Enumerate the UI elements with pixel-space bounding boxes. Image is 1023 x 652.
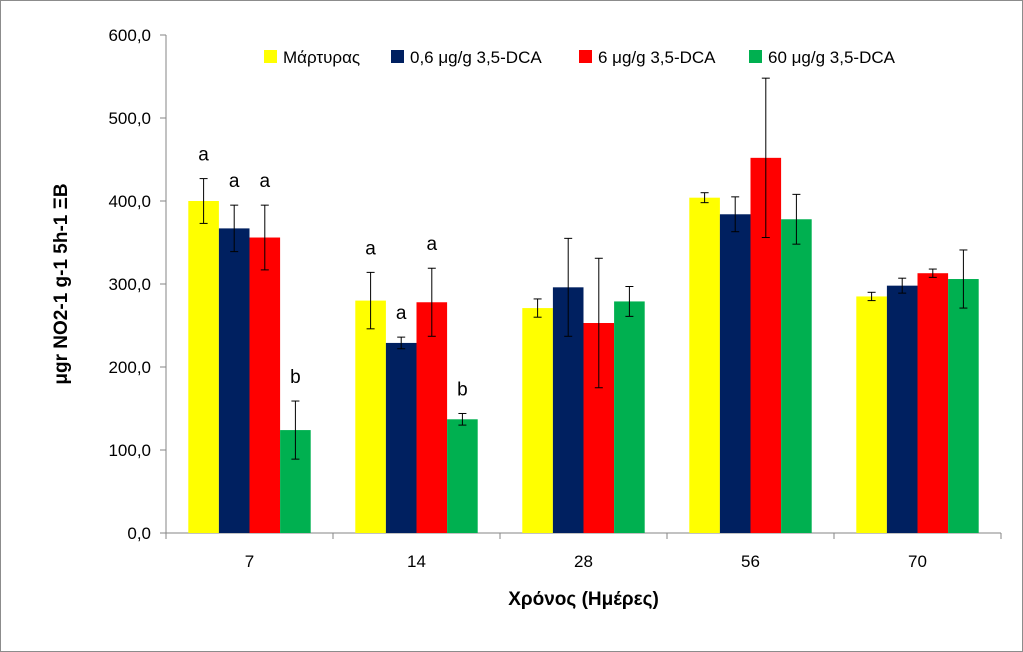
bar [447,419,478,533]
legend-label: 6 μg/g 3,5-DCA [598,48,716,67]
bar [614,301,645,533]
significance-label: a [229,171,240,192]
significance-label: a [260,171,271,192]
legend: Μάρτυρας 0,6 μg/g 3,5-DCA 6 μg/g 3,5-DCA 60… [264,48,896,67]
x-tick-label: 7 [245,552,254,571]
y-tick-label: 600,0 [108,26,151,45]
legend-swatch [579,50,592,63]
x-tick-label: 56 [741,552,760,571]
bar [249,237,281,533]
x-tick-label: 28 [574,552,593,571]
bar [416,302,448,533]
legend-label: 60 μg/g 3,5-DCA [768,48,896,67]
bar [218,228,250,533]
significance-label: a [198,145,209,166]
bar [385,342,417,533]
bar [689,197,720,533]
legend-swatch [264,50,277,63]
significance-label: a [365,238,376,259]
y-tick-label: 200,0 [108,358,151,377]
legend-swatch [749,50,762,63]
y-tick-label: 100,0 [108,441,151,460]
x-tick-label: 14 [407,552,426,571]
significance-label: b [290,367,301,388]
y-axis-title: μgr NO2-1 g-1 5h-1 ΞΒ [51,183,72,384]
y-tick-label: 300,0 [108,275,151,294]
y-tick-label: 0,0 [127,524,151,543]
bars-group [188,77,979,533]
significance-label: b [457,379,468,400]
bar [886,285,918,533]
x-tick-label: 70 [908,552,927,571]
legend-label: 0,6 μg/g 3,5-DCA [410,48,542,67]
bar [917,273,949,533]
legend-label: Μάρτυρας [283,48,360,67]
significance-label: a [396,303,407,324]
legend-swatch [391,50,404,63]
bar [719,214,751,533]
bar [355,300,386,533]
y-tick-label: 400,0 [108,192,151,211]
bar [188,201,219,533]
bar [948,279,979,533]
bar [856,296,887,533]
bar [522,308,553,533]
significance-label: a [427,234,438,255]
bar [781,219,812,533]
y-tick-label: 500,0 [108,109,151,128]
x-axis-title: Χρόνος (Ημέρες) [508,589,659,610]
